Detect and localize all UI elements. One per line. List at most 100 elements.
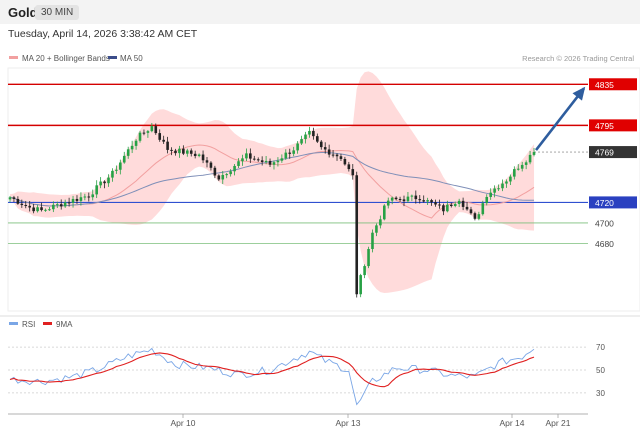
candle-body xyxy=(316,136,319,142)
candle-body xyxy=(300,139,303,144)
candle-body xyxy=(371,232,374,249)
level-label-4835: 4835 xyxy=(595,80,614,90)
candle-body xyxy=(174,150,177,154)
candle-body xyxy=(335,154,339,157)
candle-body xyxy=(339,156,343,159)
level-label-4769: 4769 xyxy=(595,148,614,158)
candle-body xyxy=(323,147,327,150)
candle-body xyxy=(501,183,504,189)
candle-body xyxy=(52,204,55,210)
ma50-legend-swatch xyxy=(108,56,117,59)
candle-body xyxy=(485,196,489,204)
rsi-ma-line xyxy=(9,352,535,388)
ma50-line xyxy=(9,152,535,207)
candle-body xyxy=(457,200,461,204)
candle-body xyxy=(327,149,331,155)
credit-text: Research © 2026 Trading Central xyxy=(522,54,634,63)
candle-body xyxy=(272,162,276,165)
candle-body xyxy=(268,160,272,165)
candle-body xyxy=(442,205,445,212)
candle-body xyxy=(197,154,201,157)
candle-body xyxy=(430,200,433,203)
candle-body xyxy=(115,169,118,171)
candle-body xyxy=(367,248,370,267)
candle-body xyxy=(20,203,24,206)
candle-body xyxy=(509,176,512,182)
chart-datetime: Tuesday, April 14, 2026 3:38:42 AM CET xyxy=(8,28,198,40)
candle-body xyxy=(126,149,130,156)
x-tick-label: Apr 14 xyxy=(499,418,524,428)
candle-body xyxy=(331,154,335,156)
candle-body xyxy=(36,207,39,212)
candle-body xyxy=(154,126,158,134)
candle-body xyxy=(256,159,260,161)
candle-body xyxy=(469,209,473,214)
rsi-legend-swatch xyxy=(9,322,18,325)
candle-body xyxy=(406,196,410,202)
candle-body xyxy=(142,132,146,134)
candle-body xyxy=(67,202,71,204)
candle-body xyxy=(162,139,165,142)
candle-body xyxy=(229,171,232,175)
candle-body xyxy=(24,205,28,207)
candle-body xyxy=(449,204,453,206)
candle-body xyxy=(158,133,162,140)
level-label-4700: 4700 xyxy=(595,218,614,228)
level-badge-4720 xyxy=(589,196,637,209)
candle-body xyxy=(40,207,43,211)
candle-body xyxy=(359,275,362,295)
rsi-line xyxy=(9,347,535,406)
candle-body xyxy=(343,158,347,165)
candle-body xyxy=(422,200,425,202)
candle-body xyxy=(79,197,83,201)
candle-body xyxy=(146,131,150,133)
candle-body xyxy=(8,197,12,200)
candle-body xyxy=(217,175,221,180)
candle-body xyxy=(107,177,110,184)
candle-body xyxy=(497,188,500,190)
candle-body xyxy=(304,134,307,140)
candle-body xyxy=(513,169,516,177)
candle-body xyxy=(524,162,528,165)
candle-body xyxy=(95,185,98,195)
candle-body xyxy=(520,164,524,169)
bollinger-bands xyxy=(10,71,535,294)
candle-body xyxy=(284,152,288,159)
candle-body xyxy=(122,155,126,163)
candle-body xyxy=(418,199,422,201)
chart-header: Gold 30 MIN xyxy=(0,0,640,24)
ma20-legend-label: MA 20 + Bollinger Bands xyxy=(22,54,110,63)
candle-body xyxy=(48,209,51,211)
candle-body xyxy=(528,154,532,163)
candle-body xyxy=(83,196,87,198)
candle-body xyxy=(221,174,225,180)
candle-body xyxy=(375,225,378,233)
candle-body xyxy=(186,150,189,154)
candle-body xyxy=(532,152,536,155)
candle-body xyxy=(209,162,213,168)
rsi-tick-30: 30 xyxy=(596,389,605,398)
candle-body xyxy=(394,197,398,200)
candle-body xyxy=(383,205,386,220)
candle-body xyxy=(398,199,402,201)
candle-body xyxy=(276,160,280,163)
level-badge-4769 xyxy=(589,146,637,159)
symbol-title: Gold xyxy=(8,5,38,20)
candle-body xyxy=(489,192,492,197)
timeframe-badge[interactable]: 30 MIN xyxy=(35,5,80,20)
candle-body xyxy=(446,204,449,212)
candle-body xyxy=(414,195,418,200)
candle-body xyxy=(461,200,465,207)
level-badge-4795 xyxy=(589,119,637,132)
candle-body xyxy=(225,174,228,176)
candle-body xyxy=(75,198,79,201)
ma20-legend-swatch xyxy=(9,56,18,59)
candle-body xyxy=(63,202,67,207)
candle-body xyxy=(249,153,252,159)
rsi-ma-legend-label: 9MA xyxy=(56,320,73,329)
candle-body xyxy=(91,194,95,198)
candle-body xyxy=(426,200,429,202)
candle-body xyxy=(505,181,508,184)
candle-body xyxy=(410,195,414,197)
